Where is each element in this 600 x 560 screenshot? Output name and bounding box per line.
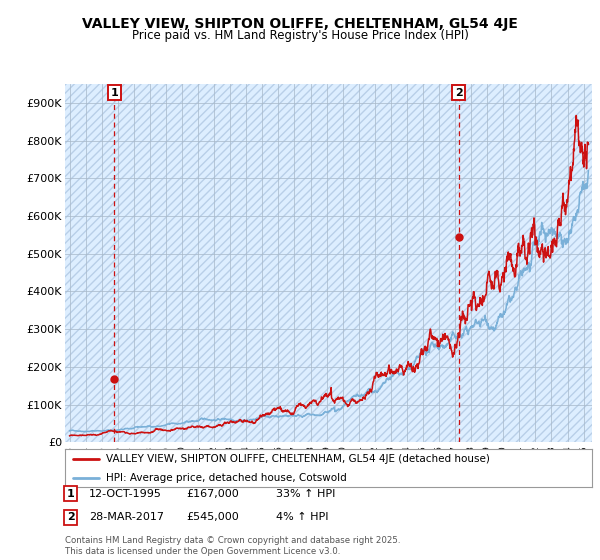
Text: 2: 2	[455, 87, 463, 97]
Text: 12-OCT-1995: 12-OCT-1995	[89, 489, 161, 499]
Text: 33% ↑ HPI: 33% ↑ HPI	[276, 489, 335, 499]
Text: £167,000: £167,000	[186, 489, 239, 499]
Text: VALLEY VIEW, SHIPTON OLIFFE, CHELTENHAM, GL54 4JE (detached house): VALLEY VIEW, SHIPTON OLIFFE, CHELTENHAM,…	[106, 454, 490, 464]
Text: VALLEY VIEW, SHIPTON OLIFFE, CHELTENHAM, GL54 4JE: VALLEY VIEW, SHIPTON OLIFFE, CHELTENHAM,…	[82, 17, 518, 31]
Text: £545,000: £545,000	[186, 512, 239, 522]
Text: 4% ↑ HPI: 4% ↑ HPI	[276, 512, 329, 522]
Text: Price paid vs. HM Land Registry's House Price Index (HPI): Price paid vs. HM Land Registry's House …	[131, 29, 469, 42]
Text: 1: 1	[67, 489, 74, 499]
Text: HPI: Average price, detached house, Cotswold: HPI: Average price, detached house, Cots…	[106, 473, 347, 483]
Text: 28-MAR-2017: 28-MAR-2017	[89, 512, 164, 522]
Text: 2: 2	[67, 512, 74, 522]
Text: Contains HM Land Registry data © Crown copyright and database right 2025.
This d: Contains HM Land Registry data © Crown c…	[65, 536, 400, 556]
Text: 1: 1	[110, 87, 118, 97]
